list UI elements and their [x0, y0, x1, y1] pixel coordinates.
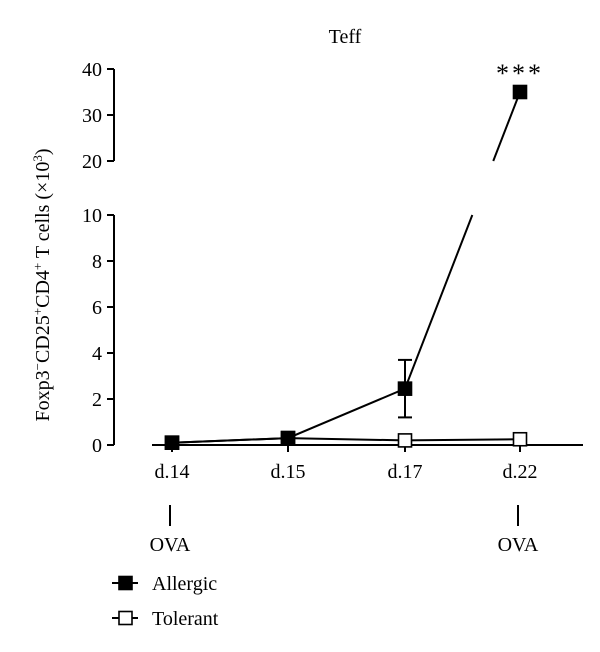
ylabel-part-tcells: T cells (×10 — [32, 162, 54, 263]
x-tick-label: d.15 — [271, 461, 306, 483]
data-point-allergic — [280, 430, 296, 446]
ylabel-part-foxp3: Foxp3 — [32, 370, 54, 421]
ylabel-part-cd25: CD25 — [32, 315, 54, 363]
y-tick-label-lower: 4 — [92, 343, 102, 365]
x-tick-label: d.14 — [155, 461, 190, 483]
data-point-allergic — [397, 381, 413, 396]
y-axis-label: Foxp3−CD25+CD4+ T cells (×103) — [30, 148, 55, 421]
legend-label-allergic: Allergic — [152, 573, 217, 595]
ylabel-sup-exponent: 3 — [30, 155, 45, 162]
ova-marker-label: OVA — [498, 534, 539, 556]
y-tick-label-upper: 30 — [82, 105, 102, 127]
data-point-allergic — [164, 435, 180, 451]
ylabel-part-close: ) — [32, 148, 54, 155]
ylabel-sup-plus-2: + — [30, 263, 45, 270]
ylabel-part-cd4: CD4 — [32, 270, 54, 308]
legend-marker-allergic — [118, 575, 133, 591]
y-tick-label-lower: 8 — [92, 251, 102, 273]
y-tick-label-upper: 40 — [82, 59, 102, 81]
data-point-allergic — [512, 84, 528, 100]
y-tick-label-lower: 0 — [92, 435, 102, 457]
ova-marker-label: OVA — [150, 534, 191, 556]
data-point-tolerant — [512, 431, 528, 447]
ylabel-sup-minus: − — [30, 363, 45, 370]
chart-title: Teff — [329, 26, 362, 48]
x-tick-label: d.17 — [388, 461, 423, 483]
series-line-allergic — [171, 91, 521, 444]
y-tick-label-lower: 6 — [92, 297, 102, 319]
data-point-tolerant — [397, 433, 413, 448]
ylabel-sup-plus-1: + — [30, 308, 45, 315]
legend-marker-tolerant — [118, 610, 133, 626]
y-tick-label-lower: 10 — [82, 205, 102, 227]
legend-label-tolerant: Tolerant — [152, 608, 219, 630]
x-tick-label: d.22 — [503, 461, 538, 483]
y-tick-label-upper: 20 — [82, 151, 102, 173]
significance-annotation: *** — [496, 59, 544, 88]
y-tick-label-lower: 2 — [92, 389, 102, 411]
